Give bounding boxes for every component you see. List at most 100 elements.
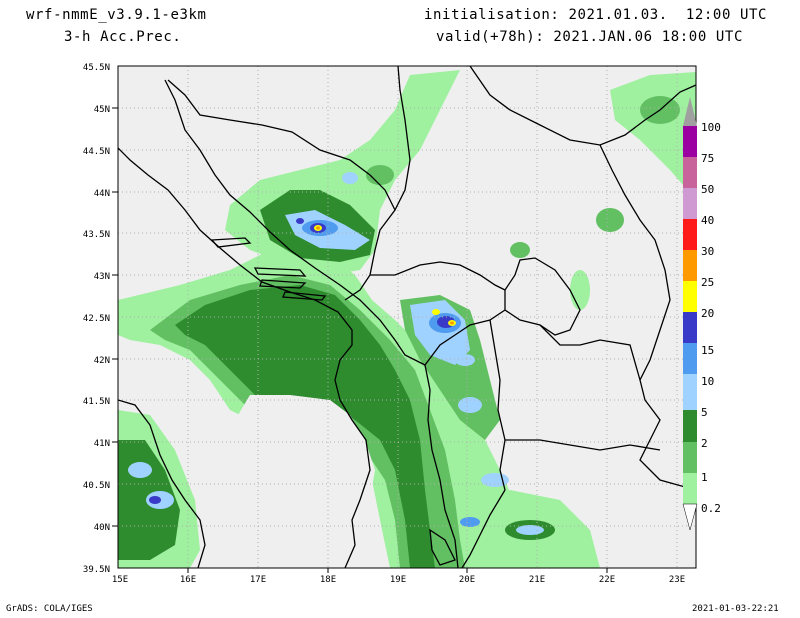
colorbar-label: 75: [701, 152, 714, 165]
footer-grads: GrADS: COLA/IGES: [6, 604, 93, 614]
precip-cell-montenegro-20mm: [432, 309, 440, 315]
colorbar-top-triangle: [683, 97, 697, 126]
lat-label: 45N: [94, 105, 110, 115]
lon-label: 17E: [250, 575, 266, 585]
colorbar-box-1: [683, 442, 697, 473]
precip-cell-bosnia-25mm: [316, 226, 320, 230]
lon-label: 23E: [669, 575, 685, 585]
colorbar-label: 30: [701, 245, 714, 258]
precip-cell-bosnia-west: [296, 218, 304, 224]
lat-label: 41N: [94, 439, 110, 449]
precip-cell-greece-c: [460, 517, 480, 527]
border-montenegro-albania: [424, 309, 506, 366]
border-macedonia: [539, 324, 641, 381]
precip-cell-greece-b: [516, 525, 544, 535]
lat-label: 43.5N: [83, 230, 110, 240]
variable-title: 3-h Acc.Prec.: [64, 29, 182, 45]
colorbar-box-75: [683, 126, 697, 157]
border-albania-macedonia: [489, 319, 506, 491]
colorbar-label: 25: [701, 276, 714, 289]
lon-label: 19E: [390, 575, 406, 585]
colorbar: [682, 97, 698, 531]
island-korcula: [282, 291, 327, 301]
colorbar-label: 50: [701, 183, 714, 196]
coastlines-borders: [118, 66, 696, 568]
colorbar-label: 1: [701, 471, 708, 484]
island-brac: [253, 267, 307, 277]
lat-label: 42N: [94, 356, 110, 366]
lat-label: 43N: [94, 272, 110, 282]
island-hvar: [259, 279, 307, 289]
border-montenegro-serbia: [370, 261, 506, 291]
island-krk: [210, 237, 252, 248]
colorbar-label: 5: [701, 406, 708, 419]
colorbar-box-30: [683, 219, 697, 250]
gridlines: [118, 66, 696, 568]
precip-cell-serbia-b: [366, 165, 394, 185]
colorbar-box-50: [683, 157, 697, 188]
valid-time: valid(+78h): 2021.JAN.06 18:00 UTC: [436, 29, 743, 45]
colorbar-label: 15: [701, 344, 714, 357]
border-greece: [505, 439, 661, 451]
precip-cell-albania-a: [455, 354, 475, 366]
lat-label: 40.5N: [83, 481, 110, 491]
colorbar-box-2: [683, 410, 697, 442]
tick-marks: [112, 107, 608, 573]
lat-label: 42.5N: [83, 314, 110, 324]
lon-label: 16E: [180, 575, 196, 585]
coastline-corfu: [429, 528, 456, 566]
colorbar-box-15: [683, 312, 697, 343]
colorbar-label: 100: [701, 121, 721, 134]
lat-label: 39.5N: [83, 565, 110, 575]
footer-timestamp: 2021-01-03-22:21: [692, 604, 779, 614]
colorbar-box-40: [683, 188, 697, 219]
colorbar-label: 10: [701, 375, 714, 388]
precip-cell-serbia-a: [510, 242, 530, 258]
lon-labels: 15E 16E 17E 18E 19E 20E 21E 22E 23E: [112, 575, 685, 585]
lon-label: 22E: [599, 575, 615, 585]
border-croatia-bosnia: [167, 79, 396, 301]
precip-cell-albania-b: [458, 397, 482, 413]
lat-label: 40N: [94, 523, 110, 533]
border-kosovo: [504, 257, 581, 336]
precip-cell-serbia-c: [342, 172, 358, 184]
precip-cell-bulgaria-a: [596, 208, 624, 232]
precip-cell-montenegro-25mm: [450, 321, 454, 325]
coastline-calabria: [118, 399, 206, 568]
colorbar-label: 0.2: [701, 502, 721, 515]
coastline-albania: [424, 364, 459, 568]
lon-label: 20E: [459, 575, 475, 585]
lon-label: 18E: [320, 575, 336, 585]
precip-cell-calabria-a: [128, 462, 152, 478]
lat-label: 41.5N: [83, 397, 110, 407]
colorbar-label: 40: [701, 214, 714, 227]
coastline-istria-dalmatia: [164, 79, 426, 366]
model-title: wrf-nmmE_v3.9.1-e3km: [26, 7, 207, 23]
init-time: initialisation: 2021.01.03. 12:00 UTC: [424, 7, 768, 23]
precip-cell-calabria-c: [149, 496, 161, 504]
colorbar-box-5: [683, 374, 697, 410]
lat-label: 45.5N: [83, 63, 110, 73]
dry-area-italy: [230, 395, 375, 568]
border-serbia-bulgaria: [599, 144, 696, 491]
lat-labels: 45.5N 45N 44.5N 44N 43.5N 43N 42.5N 42N …: [83, 63, 110, 575]
border-albania-greece: [461, 489, 506, 568]
colorbar-bottom-triangle: [682, 503, 698, 531]
colorbar-box-20: [683, 281, 697, 312]
colorbar-label: 2: [701, 437, 708, 450]
border-serbia-west: [394, 66, 411, 211]
colorbar-label: 20: [701, 307, 714, 320]
lon-label: 21E: [529, 575, 545, 585]
colorbar-labels: 100 75 50 40 30 25 20 15 10 5 2 1 0.2: [701, 121, 721, 515]
colorbar-box-0-2: [683, 473, 697, 504]
precip-cell-bulgaria-b: [570, 270, 590, 310]
precip-field: [118, 70, 696, 568]
precip-area-adriatic-2mm: [175, 285, 435, 568]
colorbar-box-10: [683, 343, 697, 374]
lon-label: 15E: [112, 575, 128, 585]
precip-cell-albania-c: [481, 473, 509, 487]
coastline-italy-east: [118, 147, 371, 568]
lat-label: 44.5N: [83, 147, 110, 157]
colorbar-box-25: [683, 250, 697, 281]
